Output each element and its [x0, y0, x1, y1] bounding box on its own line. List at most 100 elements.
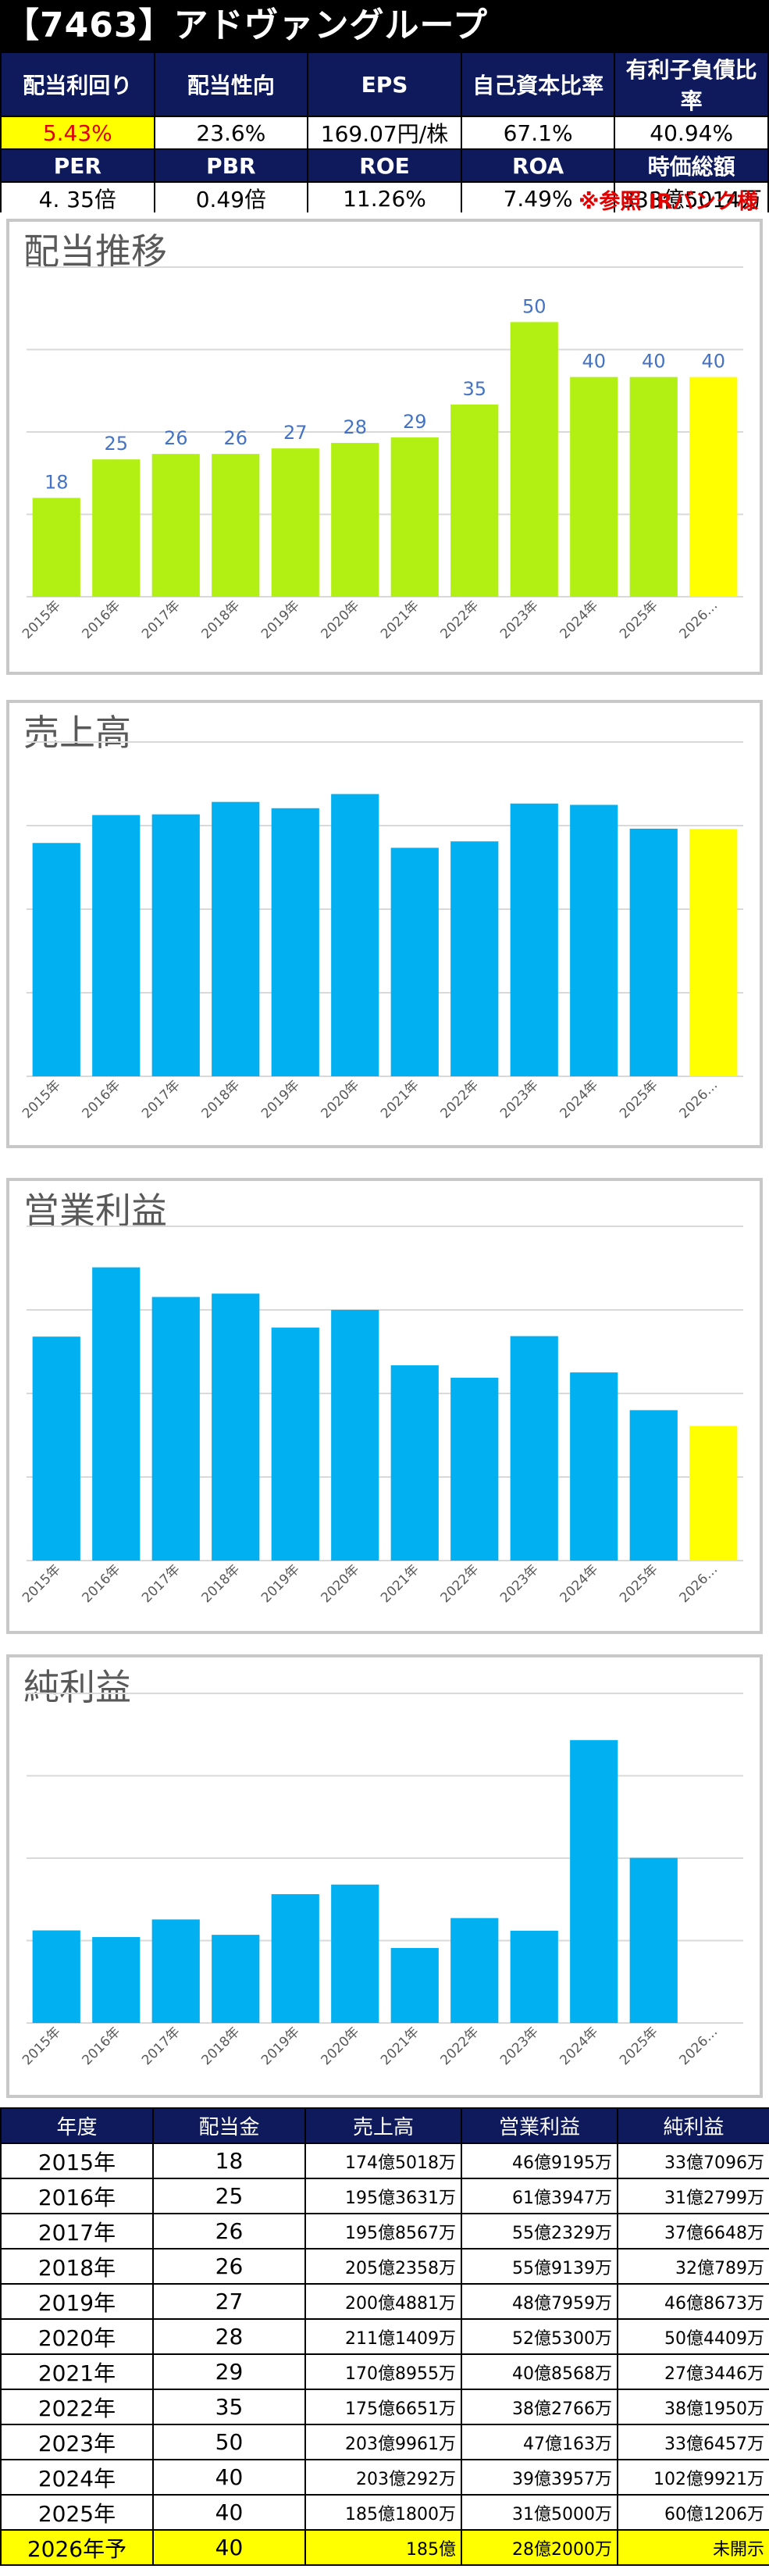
chart-panel-net-income: 純利益 2015年 2016年 2017年 2018年 2019年 2020年 2021年 2…	[0, 1648, 769, 2104]
bar	[331, 1885, 379, 2023]
data-label: 40	[642, 351, 666, 373]
table-cell: 200億4881万	[305, 2284, 461, 2319]
operating-income-chart: 2015年 2016年 2017年 2018年 2019年 2020年 2021年 2022年…	[0, 1172, 769, 1640]
bar	[630, 377, 678, 597]
table-cell: 2020年	[1, 2319, 153, 2354]
table-cell: 48億7959万	[461, 2284, 618, 2319]
bar	[212, 1935, 259, 2023]
x-tick-label: 2017年	[139, 2024, 183, 2068]
table-cell: 31億2799万	[618, 2178, 769, 2214]
table-cell: 195億3631万	[305, 2178, 461, 2214]
x-tick-label: 2016年	[80, 2024, 124, 2068]
bar	[92, 815, 140, 1076]
table-cell: 203億9961万	[305, 2424, 461, 2460]
x-tick-label: 2015年	[20, 598, 64, 642]
data-label: 26	[164, 427, 188, 449]
x-tick-label: 2023年	[497, 1077, 542, 1122]
bar	[391, 1948, 439, 2023]
x-tick-label: 2019年	[258, 1561, 303, 1606]
x-tick-label: 2019年	[258, 2024, 303, 2068]
bar	[391, 847, 439, 1076]
x-tick-label: 2019年	[258, 1077, 303, 1122]
metric-label: 自己資本比率	[461, 52, 615, 116]
x-tick-label: 2023年	[497, 598, 542, 642]
metric-label: ROA	[461, 149, 615, 182]
table-cell: 174億5018万	[305, 2143, 461, 2178]
x-tick-label: 2025年	[617, 1561, 661, 1606]
table-row: 2016年 25 195億3631万 61億3947万 31億2799万	[1, 2178, 769, 2214]
bar	[630, 1410, 678, 1561]
table-row: 2019年 27 200億4881万 48億7959万 46億8673万	[1, 2284, 769, 2319]
x-tick-label: 2022年	[438, 1561, 482, 1606]
table-row: 2017年 26 195億8567万 55億2329万 37億6648万	[1, 2214, 769, 2249]
bar	[391, 1365, 439, 1561]
metric-label: 有利子負債比率	[614, 52, 768, 116]
x-tick-label: 2026…	[677, 2024, 721, 2068]
table-cell: 211億1409万	[305, 2319, 461, 2354]
table-cell: 195億8567万	[305, 2214, 461, 2249]
table-cell: 18	[153, 2143, 305, 2178]
data-label: 26	[223, 427, 247, 449]
table-cell: 2022年	[1, 2389, 153, 2424]
x-tick-label: 2024年	[557, 1561, 602, 1606]
table-cell: 2018年	[1, 2249, 153, 2284]
metric-label: 配当性向	[155, 52, 308, 116]
x-tick-label: 2020年	[319, 2024, 363, 2068]
bar	[152, 1297, 200, 1561]
table-cell: 27	[153, 2284, 305, 2319]
column-header: 年度	[1, 2108, 153, 2143]
bar	[33, 498, 80, 597]
table-cell: 40	[153, 2460, 305, 2495]
bar	[212, 1293, 259, 1561]
bar	[630, 829, 678, 1076]
table-cell: 170億8955万	[305, 2354, 461, 2389]
metric-label: 配当利回り	[1, 52, 155, 116]
bar	[152, 815, 200, 1076]
bar	[570, 1372, 618, 1561]
bar	[272, 1894, 319, 2023]
x-tick-label: 2018年	[199, 1077, 244, 1122]
x-tick-label: 2020年	[319, 598, 363, 642]
x-tick-label: 2025年	[617, 1077, 661, 1122]
table-row: 2015年 18 174億5018万 46億9195万 33億7096万	[1, 2143, 769, 2178]
metric-label: PER	[1, 149, 155, 182]
bar	[511, 1931, 558, 2023]
table-cell: 2016年	[1, 2178, 153, 2214]
data-label: 29	[403, 411, 427, 433]
data-label: 35	[462, 378, 486, 400]
data-label: 50	[522, 295, 546, 317]
table-cell: 185億1800万	[305, 2495, 461, 2530]
table-cell: 2025年	[1, 2495, 153, 2530]
x-tick-label: 2017年	[139, 1077, 183, 1122]
table-row: 2024年 40 203億292万 39億3957万 102億9921万	[1, 2460, 769, 2495]
table-cell: 26	[153, 2249, 305, 2284]
table-cell: 60億1206万	[618, 2495, 769, 2530]
table-cell: 31億5000万	[461, 2495, 618, 2530]
bar	[450, 1378, 498, 1561]
table-row: 2020年 28 211億1409万 52億5300万 50億4409万	[1, 2319, 769, 2354]
table-cell: 28	[153, 2319, 305, 2354]
x-tick-label: 2026…	[677, 1561, 721, 1606]
table-cell: 33億7096万	[618, 2143, 769, 2178]
bar	[272, 808, 319, 1076]
bar	[570, 377, 618, 597]
data-label: 18	[45, 471, 69, 493]
table-cell: 46億8673万	[618, 2284, 769, 2319]
dividend-chart: 182015年252016年262017年262018年272019年28202…	[0, 212, 769, 681]
table-cell: 46億9195万	[461, 2143, 618, 2178]
table-cell: 40	[153, 2495, 305, 2530]
bar	[689, 829, 737, 1076]
table-cell: 2017年	[1, 2214, 153, 2249]
bar	[272, 1328, 319, 1561]
bar	[331, 794, 379, 1076]
chart-panel-operating-income: 営業利益 2015年 2016年 2017年 2018年 2019年 2020年 2021年…	[0, 1172, 769, 1640]
table-cell: 205億2358万	[305, 2249, 461, 2284]
x-tick-label: 2022年	[438, 2024, 482, 2068]
net-income-chart: 2015年 2016年 2017年 2018年 2019年 2020年 2021年 2022年…	[0, 1648, 769, 2104]
chart-panel-dividend: 配当推移 18 2015年 25 2016年 26 2017年 26 2018年 27 2019年…	[0, 212, 769, 681]
bar	[33, 843, 80, 1076]
x-tick-label: 2025年	[617, 2024, 661, 2068]
bar	[570, 1740, 618, 2023]
data-label: 28	[343, 416, 367, 438]
table-cell: 2026年予	[1, 2530, 153, 2565]
